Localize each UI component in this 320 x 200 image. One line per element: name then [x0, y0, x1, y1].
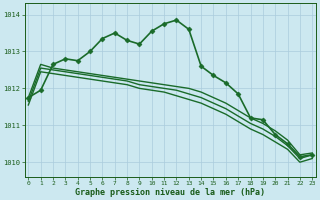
X-axis label: Graphe pression niveau de la mer (hPa): Graphe pression niveau de la mer (hPa) — [75, 188, 265, 197]
